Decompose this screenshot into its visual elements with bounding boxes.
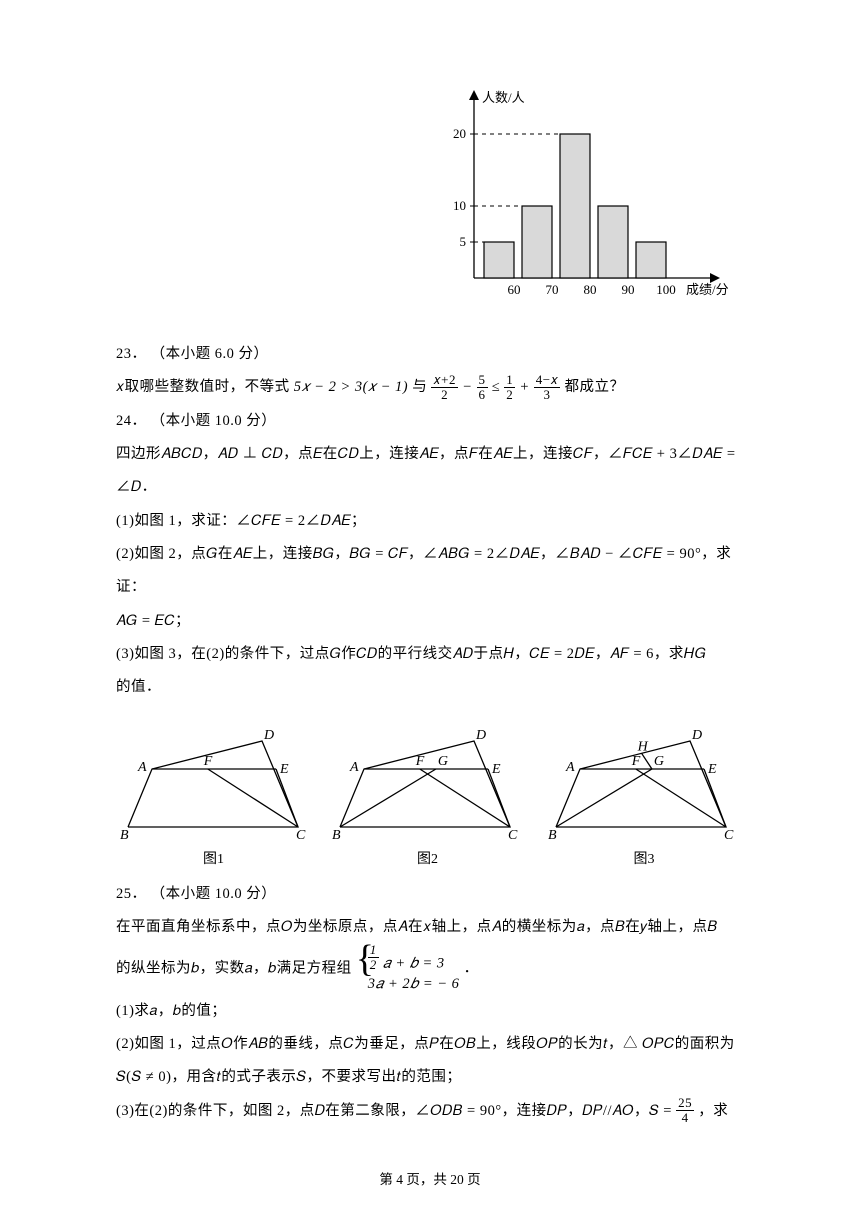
q25-p1: (1)求𝑎，𝑏的值；: [116, 995, 744, 1028]
svg-text:G: G: [437, 754, 447, 769]
q23-frac4: 4−𝑥 3: [534, 373, 561, 401]
svg-text:60: 60: [508, 282, 521, 297]
q24-p1: (1)如图 1，求证：∠𝐶𝐹𝐸 = 2∠𝐷𝐴𝐸；: [116, 505, 744, 538]
q24-p2b: 𝐴𝐺 = 𝐸𝐶；: [116, 605, 744, 638]
svg-text:E: E: [491, 762, 501, 777]
q25-number: 25．: [116, 886, 147, 902]
svg-text:C: C: [724, 828, 734, 839]
q23-frac1: 𝑥+2 2: [431, 373, 458, 401]
q23-minus: −: [462, 379, 476, 395]
q24-p2: (2)如图 2，点𝐺在𝐴𝐸上，连接𝐵𝐺，𝐵𝐺 = 𝐶𝐹，∠𝐴𝐵𝐺 = 2∠𝐷𝐴𝐸…: [116, 538, 744, 605]
figure-3-caption: 图3: [544, 848, 744, 868]
q24-p3b: 的值．: [116, 671, 744, 704]
q23-number: 23．: [116, 346, 147, 362]
q23-frac3: 1 2: [504, 373, 515, 401]
svg-text:D: D: [475, 729, 486, 743]
q23-points: （本小题 6.0 分）: [151, 346, 269, 362]
svg-text:10: 10: [453, 198, 466, 213]
q23-header: 23． （本小题 6.0 分）: [116, 338, 744, 371]
q24-points: （本小题 10.0 分）: [151, 413, 277, 429]
q25-intro1: 在平面直角坐标系中，点𝑂为坐标原点，点𝐴在𝑥轴上，点𝐴的横坐标为𝑎，点𝐵在𝑦轴上…: [116, 911, 744, 944]
svg-text:B: B: [120, 828, 129, 839]
q25-points: （本小题 10.0 分）: [151, 886, 277, 902]
q23-ineq-a: 5𝑥 − 2 > 3(𝑥 − 1): [294, 379, 408, 395]
q25-p3: (3)在(2)的条件下，如图 2，点𝐷在第二象限，∠𝑂𝐷𝐵 = 90°，连接𝐷𝑃…: [116, 1095, 744, 1128]
svg-text:C: C: [508, 828, 518, 839]
svg-text:成绩/分: 成绩/分: [686, 282, 729, 297]
q24-intro: 四边形𝐴𝐵𝐶𝐷，𝐴𝐷 ⊥ 𝐶𝐷，点𝐸在𝐶𝐷上，连接𝐴𝐸，点𝐹在𝐴𝐸上，连接𝐶𝐹，…: [116, 438, 744, 505]
svg-text:C: C: [296, 828, 306, 839]
svg-text:D: D: [691, 729, 702, 743]
svg-text:B: B: [332, 828, 341, 839]
svg-text:100: 100: [656, 282, 676, 297]
figure-1-caption: 图1: [116, 848, 311, 868]
figure-2-caption: 图2: [328, 848, 528, 868]
svg-text:F: F: [203, 754, 213, 769]
svg-text:G: G: [654, 754, 664, 769]
q25-intro2: 的纵坐标为𝑏，实数𝑎，𝑏满足方程组 { 1 2 𝑎 + 𝑏 = 3 3𝑎 + 2…: [116, 944, 744, 994]
svg-text:H: H: [637, 739, 649, 754]
q24-p3: (3)如图 3，在(2)的条件下，过点𝐺作𝐶𝐷的平行线交𝐴𝐷于点𝐻，𝐶𝐸 = 2…: [116, 638, 744, 671]
svg-text:D: D: [263, 729, 274, 743]
svg-text:80: 80: [584, 282, 597, 297]
svg-text:A: A: [137, 760, 147, 775]
q24-header: 24． （本小题 10.0 分）: [116, 405, 744, 438]
svg-text:70: 70: [546, 282, 559, 297]
figure-row: ABCDEF 图1 ABCDEFG 图2 ABCDEFGH 图3: [116, 729, 744, 868]
svg-text:B: B: [548, 828, 557, 839]
q23-le: ≤: [492, 379, 505, 395]
q25-p3-frac: 25 4: [676, 1096, 694, 1124]
figure-3: A B C D E FGH 图3: [544, 729, 744, 868]
svg-text:5: 5: [460, 234, 467, 249]
q24-number: 24．: [116, 413, 147, 429]
q23-prefix: 𝑥取哪些整数值时，不等式: [116, 379, 294, 395]
equation-system: { 1 2 𝑎 + 𝑏 = 3 3𝑎 + 2𝑏 = − 6: [356, 944, 460, 994]
q23-plus: +: [519, 379, 533, 395]
svg-text:20: 20: [453, 126, 466, 141]
q23-body: 𝑥取哪些整数值时，不等式 5𝑥 − 2 > 3(𝑥 − 1) 与 𝑥+2 2 −…: [116, 371, 744, 404]
figure-1: A B C D E F 图1: [116, 729, 311, 868]
q25-header: 25． （本小题 10.0 分）: [116, 878, 744, 911]
q23-mid: 与: [412, 379, 427, 395]
svg-text:90: 90: [622, 282, 635, 297]
svg-text:F: F: [631, 754, 641, 769]
svg-text:人数/人: 人数/人: [482, 90, 525, 105]
svg-text:A: A: [565, 760, 575, 775]
page-number: 第 4 页，共 20 页: [0, 1168, 860, 1188]
q25-p2a: (2)如图 1，过点𝑂作𝐴𝐵的垂线，点𝐶为垂足，点𝑃在𝑂𝐵上，线段𝑂𝑃的长为𝑡，…: [116, 1028, 744, 1061]
svg-text:E: E: [707, 762, 717, 777]
q25-p2b: 𝑆(𝑆 ≠ 0)，用含𝑡的式子表示𝑆，不要求写出𝑡的范围；: [116, 1061, 744, 1094]
histogram-chart: 5 10 20 60 70 80 90 100 人数/人成绩/分: [434, 88, 744, 313]
q23-frac2: 5 6: [477, 373, 488, 401]
q23-suffix: 都成立？: [564, 379, 624, 395]
svg-text:F: F: [414, 754, 424, 769]
svg-text:E: E: [279, 762, 289, 777]
svg-text:A: A: [349, 760, 359, 775]
figure-2: A B C D E FG 图2: [328, 729, 528, 868]
